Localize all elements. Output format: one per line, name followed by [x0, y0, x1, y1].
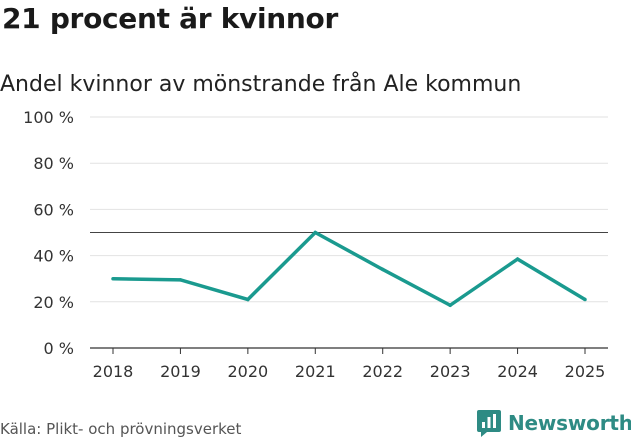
data-point: [583, 297, 587, 302]
x-tick-label: 2024: [497, 362, 538, 381]
data-point: [111, 276, 115, 281]
x-axis: 2018 2019 2020 2021 2022 2023 2024 2025: [93, 348, 606, 381]
x-tick-label: 2023: [430, 362, 471, 381]
x-tick-label: 2018: [93, 362, 134, 381]
x-tick-label: 2019: [160, 362, 201, 381]
data-point: [448, 303, 452, 308]
brand-logo: Newsworthy: [476, 409, 631, 437]
brand-name: Newsworthy: [508, 411, 631, 435]
x-tick-label: 2021: [295, 362, 336, 381]
bar-chart-speech-icon: [477, 410, 501, 437]
data-point: [380, 267, 385, 272]
y-tick-label: 20 %: [33, 293, 74, 312]
line-chart: 0 % 20 % 40 % 60 % 80 % 100 % 2018 2019 2020 202…: [23, 108, 608, 381]
series-group: [111, 230, 587, 308]
series-line: [112, 230, 586, 308]
chart-title: 21 procent är kvinnor: [2, 2, 338, 35]
y-tick-label: 40 %: [33, 247, 74, 266]
source-note: Källa: Plikt- och prövningsverket: [0, 420, 242, 438]
y-tick-label: 0 %: [44, 339, 74, 358]
x-tick-label: 2022: [362, 362, 403, 381]
data-point: [313, 230, 318, 235]
gridlines: [90, 116, 608, 349]
y-tick-label: 60 %: [33, 200, 74, 219]
y-axis: 0 % 20 % 40 % 60 % 80 % 100 %: [23, 108, 74, 358]
data-point: [178, 278, 183, 282]
y-tick-label: 100 %: [23, 108, 74, 127]
x-tick-label: 2025: [565, 362, 606, 381]
x-tick-label: 2020: [227, 362, 268, 381]
data-point: [515, 257, 520, 261]
chart-subtitle: Andel kvinnor av mönstrande från Ale kom…: [0, 72, 522, 97]
y-tick-label: 80 %: [33, 154, 74, 173]
data-point: [246, 297, 250, 302]
